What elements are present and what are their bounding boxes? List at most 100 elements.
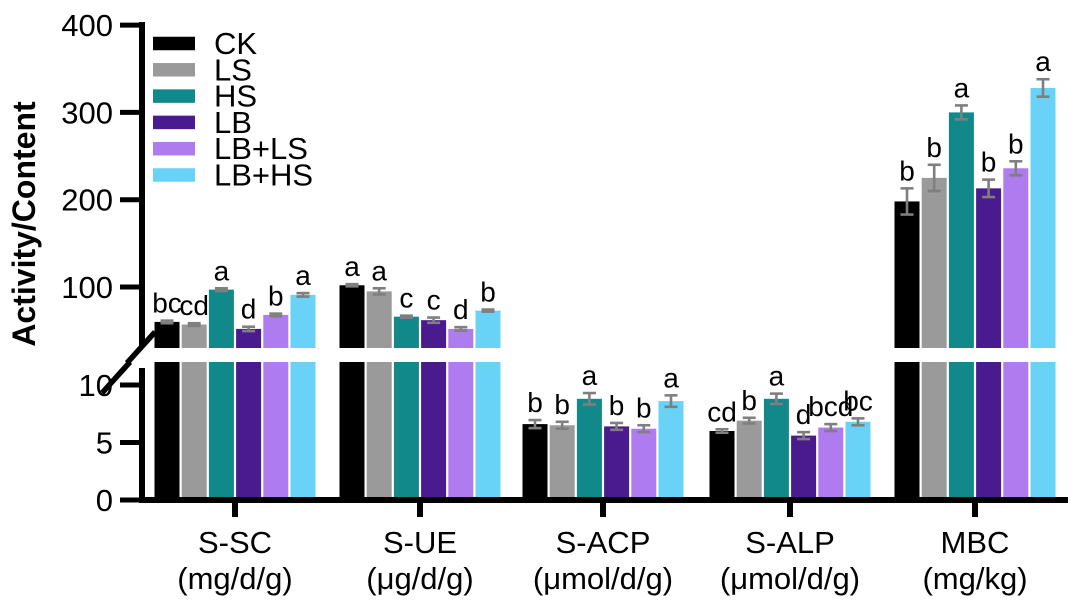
x-category-label: S-ACP xyxy=(556,525,651,560)
x-category-unit: (mg/kg) xyxy=(922,561,1027,596)
sig-letter: d xyxy=(453,294,469,325)
bar-lb-hs-s-sc-lower xyxy=(290,362,316,500)
bar-lb-hs-s-alp-lower xyxy=(845,421,871,500)
error-bar-lb-s-sc xyxy=(242,325,256,333)
bar-hs-s-acp-lower xyxy=(576,398,602,500)
axis-break-icon xyxy=(99,330,158,395)
sig-letter: b xyxy=(480,277,496,308)
bar-hs-mbc-upper xyxy=(948,112,974,349)
sig-letter: a xyxy=(954,72,970,103)
sig-letter: b xyxy=(741,385,757,416)
bar-ck-s-acp-lower xyxy=(522,424,548,500)
error-bar-ls-mbc xyxy=(927,163,941,193)
x-category-label: S-ALP xyxy=(745,525,835,560)
y-tick-label: 200 xyxy=(61,183,113,218)
bar-ck-s-ue-lower xyxy=(339,362,365,500)
legend-label-lb-hs: LB+HS xyxy=(214,158,313,193)
bar-ck-s-ue-upper xyxy=(339,285,365,348)
legend-swatch-lb-ls xyxy=(153,141,195,156)
sig-letter: a xyxy=(1035,46,1051,77)
legend-swatch-ck xyxy=(153,36,195,51)
sig-letter: bc xyxy=(152,288,182,319)
bar-lb-s-sc-upper xyxy=(236,328,262,348)
y-axis-title: Activity/Content xyxy=(6,101,42,347)
sig-letter: a xyxy=(582,360,598,391)
error-bar-hs-s-sc xyxy=(214,287,228,293)
bar-ls-s-ue-lower xyxy=(366,362,392,500)
legend-swatch-lb-hs xyxy=(153,168,195,182)
bar-lb-s-sc-lower xyxy=(236,362,262,500)
error-bar-lb-hs-mbc xyxy=(1036,77,1050,98)
bar-ls-s-sc-upper xyxy=(181,324,207,348)
error-bar-hs-s-alp xyxy=(769,392,783,406)
legend-label-ck: CK xyxy=(214,26,257,61)
bar-hs-s-alp-lower xyxy=(763,398,789,500)
sig-letter: a xyxy=(214,255,230,286)
error-bar-hs-s-ue xyxy=(399,314,413,320)
sig-letter: d xyxy=(241,294,257,325)
error-bar-lb-ls-mbc xyxy=(1009,159,1023,177)
bar-lb-ls-mbc-lower xyxy=(1003,362,1029,500)
sig-letter: a xyxy=(295,260,311,291)
sig-letter: c xyxy=(427,285,441,316)
error-bar-lb-s-alp xyxy=(797,430,811,441)
error-bar-hs-s-acp xyxy=(582,391,596,406)
bar-ls-s-sc-lower xyxy=(181,362,207,500)
bar-ck-s-sc-upper xyxy=(154,321,180,348)
sig-letter: b xyxy=(636,392,652,423)
bar-ck-mbc-lower xyxy=(894,362,920,500)
error-bar-lb-ls-s-sc xyxy=(269,312,283,318)
bar-ls-s-alp-lower xyxy=(736,420,762,500)
bar-lb-hs-s-sc-upper xyxy=(290,294,316,348)
sig-letter: b xyxy=(1008,128,1024,159)
sig-letter: cd xyxy=(179,290,209,321)
sig-letter: b xyxy=(527,387,543,418)
sig-letter: a xyxy=(769,361,785,392)
error-bar-lb-hs-s-ue xyxy=(481,308,495,313)
sig-letter: a xyxy=(344,251,360,282)
sig-letter: cd xyxy=(707,396,737,427)
bar-hs-mbc-lower xyxy=(948,362,974,500)
error-bar-lb-ls-s-alp xyxy=(824,422,838,433)
bar-hs-s-sc-upper xyxy=(208,289,234,348)
bar-lb-mbc-lower xyxy=(976,362,1002,500)
sig-letter: b xyxy=(981,147,997,178)
error-bar-lb-ls-s-ue xyxy=(454,325,468,332)
legend-label-lb-ls: LB+LS xyxy=(214,131,308,166)
sig-letter: b xyxy=(268,281,284,312)
bar-lb-s-ue-lower xyxy=(421,362,447,500)
bar-lb-hs-s-ue-lower xyxy=(475,362,501,500)
bar-ls-s-ue-upper xyxy=(366,291,392,348)
bar-lb-hs-s-ue-upper xyxy=(475,310,501,348)
y-ticks xyxy=(120,22,139,503)
legend-label-hs: HS xyxy=(214,79,257,114)
y-tick-label: 300 xyxy=(61,95,113,130)
error-bar-ck-s-ue xyxy=(345,282,359,288)
y-tick-label: 100 xyxy=(61,270,113,305)
bar-lb-mbc-upper xyxy=(976,188,1002,348)
error-bar-lb-ls-s-acp xyxy=(637,423,651,434)
bar-hs-s-ue-lower xyxy=(393,362,419,500)
x-category-label: S-SC xyxy=(198,525,272,560)
sig-letter: d xyxy=(796,399,812,430)
y-tick-label: 5 xyxy=(96,426,113,461)
sig-letter: b xyxy=(554,389,570,420)
bar-ls-mbc-lower xyxy=(921,362,947,500)
legend-label-lb: LB xyxy=(214,105,252,140)
legend-swatch-hs xyxy=(153,89,195,103)
error-bar-ls-s-sc xyxy=(187,321,201,328)
error-bar-lb-s-ue xyxy=(427,316,441,325)
bar-lb-hs-s-acp-lower xyxy=(658,401,684,500)
bar-lb-hs-mbc-upper xyxy=(1030,87,1056,349)
bar-hs-s-ue-upper xyxy=(393,316,419,348)
error-bar-ck-s-acp xyxy=(528,418,542,430)
sig-letter: bc xyxy=(843,385,873,416)
bar-ck-s-alp-lower xyxy=(709,431,735,500)
sig-letter: b xyxy=(609,390,625,421)
y-tick-label: 0 xyxy=(96,483,113,518)
y-tick-label: 400 xyxy=(61,8,113,43)
bar-lb-s-ue-upper xyxy=(421,320,447,348)
sig-letter: a xyxy=(663,362,679,393)
sig-letter: b xyxy=(926,132,942,163)
